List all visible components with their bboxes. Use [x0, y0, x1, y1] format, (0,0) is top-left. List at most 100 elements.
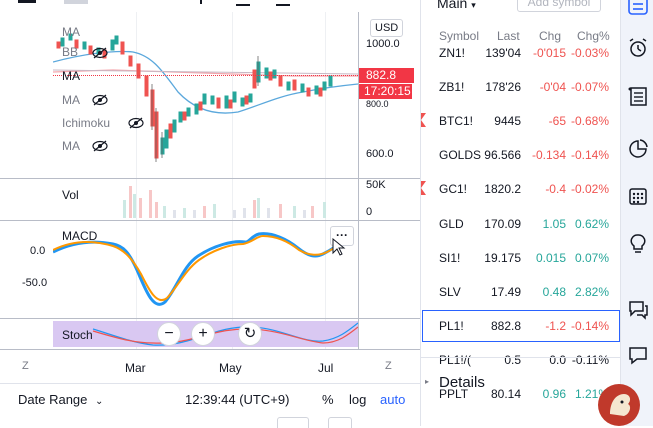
calendar-icon[interactable] [627, 185, 649, 207]
grid-v-may [232, 12, 233, 349]
flag-icon[interactable] [421, 181, 426, 196]
currency-badge[interactable]: USD [370, 19, 404, 37]
last-price-cell: 170.09 [484, 216, 521, 231]
change-cell: 0.96 [542, 387, 566, 401]
change-percent-cell: -0.14% [570, 318, 609, 333]
symbol-cell: PL1!/( [439, 352, 472, 367]
compare-icon[interactable] [200, 0, 214, 4]
watchlist-row[interactable]: SLV 17.49 0.48 2.82% [421, 275, 621, 309]
watchlist-name: Main [437, 0, 468, 11]
pie-chart-icon[interactable] [627, 138, 649, 160]
watchlist-header: Symbol Last Chg Chg% [421, 26, 621, 46]
column-symbol[interactable]: Symbol [439, 29, 480, 43]
log-toggle[interactable]: log [349, 392, 367, 407]
eye-hidden-icon[interactable] [92, 47, 108, 59]
reset-chart-button[interactable]: ↻ [238, 322, 262, 346]
change-percent-cell: -0.11% [571, 352, 609, 367]
stoch-label[interactable]: Stoch [62, 328, 93, 342]
grid-v-mar [136, 12, 137, 349]
symbol-cell: SI1! [439, 250, 461, 265]
eye-hidden-icon[interactable] [92, 140, 108, 152]
pane-separator[interactable] [0, 349, 420, 350]
chat-icon[interactable] [627, 298, 649, 320]
column-chg[interactable]: Chg [539, 29, 562, 43]
watchlist-row[interactable]: ZB1! 178'26 -0'04 -0.07% [421, 70, 621, 104]
indicator-label-ma[interactable]: MA [62, 139, 80, 153]
change-percent-cell: 0.07% [574, 250, 609, 265]
candles-down [56, 39, 323, 159]
flag-icon[interactable] [421, 113, 426, 128]
time-tick-label: Jul [318, 361, 334, 375]
current-price-badge[interactable]: 882.8 [359, 68, 414, 83]
volume-label[interactable]: Vol [62, 188, 79, 202]
details-section-title[interactable]: Details [439, 374, 485, 391]
undo-icon[interactable] [276, 0, 290, 6]
last-price-cell: 19.175 [484, 250, 521, 265]
pane-separator[interactable] [0, 178, 420, 179]
chevron-down-icon: ▾ [471, 0, 476, 10]
watchlist-row[interactable]: GOLDS 96.566 -0.134 -0.14% [421, 138, 621, 172]
macd-chart [53, 232, 346, 306]
change-percent-cell: -0.03% [570, 46, 609, 60]
last-price-cell: 9445 [494, 114, 521, 129]
news-list-icon[interactable] [627, 85, 649, 107]
chevron-down-icon: ⌄ [95, 396, 104, 407]
watchlist-title[interactable]: Main ▾ [437, 0, 476, 11]
watchlist-row[interactable]: ZN1! 139'04 -0'015 -0.03% [421, 36, 621, 70]
watchlist-row[interactable]: BTC1! 9445 -65 -0.68% [421, 104, 621, 138]
indicator-label-ichimoku[interactable]: Ichimoku [62, 116, 111, 130]
symbol-cell: GC1! [439, 182, 468, 197]
adjust-icon[interactable] [277, 417, 309, 428]
indicator-label-ma[interactable]: MA [62, 93, 80, 107]
eye-hidden-icon[interactable] [128, 117, 144, 129]
change-percent-cell: -0.14% [570, 148, 609, 163]
watchlist-row[interactable]: GC1! 1820.2 -0.4 -0.02% [421, 172, 621, 206]
auto-toggle[interactable]: auto [380, 392, 406, 407]
menu-icon[interactable] [18, 0, 36, 3]
percent-toggle[interactable]: % [322, 392, 334, 407]
column-chgp[interactable]: Chg% [577, 29, 610, 43]
change-cell: 0.015 [535, 250, 566, 265]
date-range-button[interactable]: Date Range ⌄ [18, 392, 103, 407]
macd-level-label: -50.0 [22, 277, 48, 289]
column-last[interactable]: Last [497, 29, 520, 43]
indicator-label-ma[interactable]: MA [62, 25, 80, 39]
zoom-out-button[interactable]: − [157, 322, 181, 346]
macd-label[interactable]: MACD [62, 229, 98, 243]
chart-area[interactable]: MA BB MA MA Ichimoku MA USD 1000.0 800.0… [0, 0, 420, 428]
indicator-label-bb[interactable]: BB [62, 45, 79, 59]
eye-hidden-icon[interactable] [92, 94, 108, 106]
price-chart[interactable] [53, 12, 358, 178]
watchlist-row[interactable]: GLD 170.09 1.05 0.62% [421, 207, 621, 241]
watchlist-row[interactable]: PL1!/(0.5 0.0 -0.11% [421, 343, 621, 377]
change-cell: -65 [548, 114, 566, 129]
timezone-clock[interactable]: 12:39:44 (UTC+9) [185, 392, 290, 407]
symbol-cell: PL1! [439, 318, 464, 333]
signal-line [53, 234, 346, 301]
watchlist-row[interactable]: SI1! 19.175 0.015 0.07% [421, 241, 621, 275]
go-to-start-button[interactable]: Z [22, 360, 29, 372]
pane-separator[interactable] [0, 318, 420, 319]
message-icon[interactable] [627, 344, 649, 366]
indicator-label-ma[interactable]: MA [62, 69, 80, 83]
watchlist-row[interactable]: PL1! 882.8 -1.2 -0.14% [421, 309, 621, 343]
lion-logo-icon [599, 385, 639, 425]
symbol-cell: PPLT [439, 387, 469, 401]
alarm-clock-icon[interactable] [627, 37, 649, 59]
top-toolbar[interactable] [0, 0, 420, 12]
add-symbol-button[interactable]: Add symbol [517, 0, 601, 12]
scale-settings-icon[interactable] [328, 417, 352, 428]
go-to-end-button[interactable]: Z [385, 360, 392, 372]
channel-logo [598, 384, 640, 426]
watchlist-icon[interactable] [627, 0, 649, 22]
zoom-in-button[interactable]: + [191, 322, 215, 346]
time-axis[interactable] [0, 350, 420, 383]
indicators-icon[interactable] [236, 0, 250, 6]
change-cell: 1.05 [542, 216, 566, 231]
volume-level-label: 50K [366, 179, 386, 191]
right-toolbar [620, 0, 653, 426]
pane-separator[interactable] [0, 220, 420, 221]
symbol-search-icon[interactable] [64, 0, 88, 4]
lightbulb-icon[interactable] [627, 233, 649, 255]
details-toggle-arrow[interactable]: ▸ [425, 377, 430, 386]
